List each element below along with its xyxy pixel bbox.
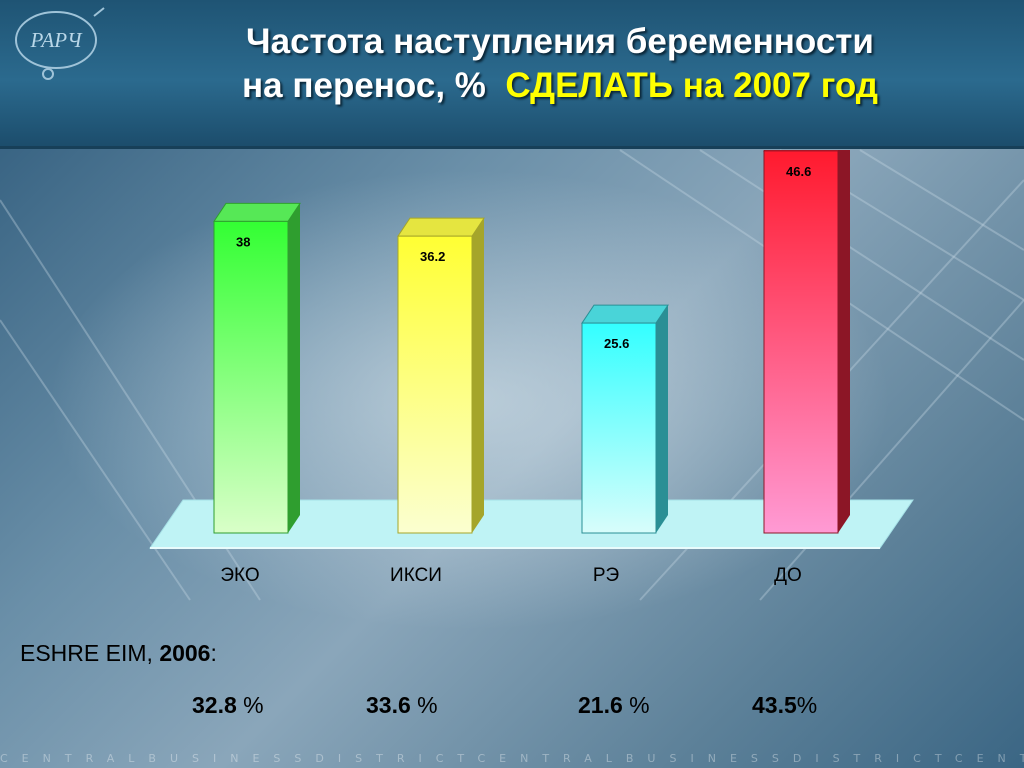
reference-section (0, 606, 1024, 768)
bar-side (656, 305, 668, 533)
title-line-2: на перенос, % СДЕЛАТЬ на 2007 год (120, 64, 1000, 108)
bar-front (397, 235, 473, 534)
reference-value-iksi: 33.6 % (366, 692, 438, 718)
bar-front (763, 150, 839, 534)
page-title: Частота наступления беременности на пере… (120, 20, 1000, 108)
reference-label-year: 2006 (159, 640, 211, 666)
data-label: 25.6 (604, 336, 629, 351)
reference-value-re: 21.6 % (578, 692, 650, 718)
x-tick-label: ДО (774, 565, 802, 586)
title-line-1: Частота наступления беременности (246, 22, 874, 61)
bar-chart: 38 36.2 25.6 46.6 ЭКО ИКСИ РЭ ДО (0, 150, 1024, 605)
title-header: РАРЧ Частота наступления беременности на… (0, 0, 1024, 149)
x-tick-label: РЭ (593, 565, 619, 586)
bar-top (213, 202, 301, 222)
reference-label: ESHRE EIM, 2006: (20, 640, 217, 667)
bar-side (838, 150, 850, 533)
x-tick-label: ЭКО (220, 565, 259, 586)
reference-label-suffix: : (210, 640, 217, 666)
bar-front (581, 322, 657, 534)
data-label: 36.2 (420, 249, 445, 264)
bar-ИКСИ: 36.2 (397, 217, 485, 534)
bar-front (213, 220, 289, 534)
reference-value-eko: 32.8 % (192, 692, 264, 718)
data-label: 38 (236, 234, 250, 249)
bar-side (288, 203, 300, 533)
chart-svg: 38 36.2 25.6 46.6 ЭКО ИКСИ РЭ ДО (149, 150, 914, 586)
logo-text: РАРЧ (29, 28, 83, 52)
bar-РЭ: 25.6 (581, 304, 669, 534)
reference-label-prefix: ESHRE EIM, (20, 640, 153, 666)
footer-strip: CENTRALBUSINESSDISTRICTCENTRALBUSINESSDI… (0, 752, 1024, 765)
bar-top (397, 217, 485, 237)
rarch-logo: РАРЧ (15, 7, 105, 80)
reference-value-do: 43.5% (752, 692, 818, 718)
bar-ЭКО: 38 (213, 202, 301, 534)
bar-top (581, 304, 669, 324)
bar-side (472, 218, 484, 533)
x-tick-label: ИКСИ (390, 565, 442, 586)
title-accent: СДЕЛАТЬ на 2007 год (505, 66, 878, 105)
bar-ДО: 46.6 (763, 150, 850, 534)
title-line-2-text: на перенос, % (242, 66, 486, 105)
data-label: 46.6 (786, 164, 811, 179)
